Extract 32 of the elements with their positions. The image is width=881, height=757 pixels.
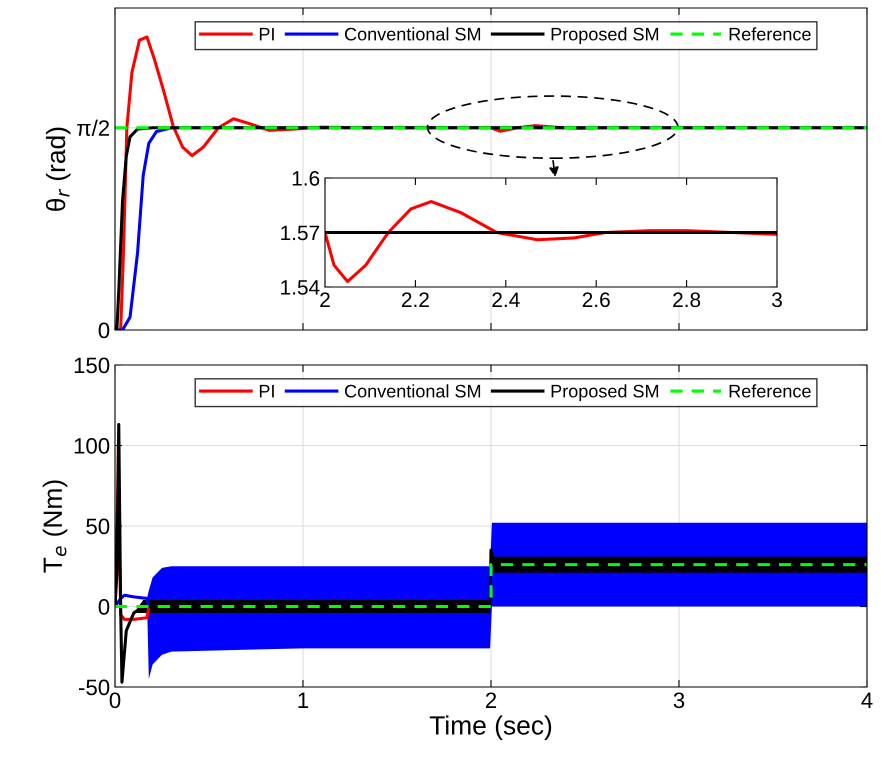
x-tick-label: 4 [861, 692, 873, 708]
x-tick-label: 2.6 [582, 292, 610, 308]
x-axis-title: Time (sec) [430, 715, 552, 740]
y-tick-label: 150 [74, 358, 110, 374]
legend-label: Conventional SM [344, 384, 480, 398]
x-tick-label: 1 [298, 692, 308, 708]
y-tick-label: -50 [79, 680, 110, 696]
y-tick-label: 100 [74, 438, 110, 454]
y-axis-title: T$_{e}$ (Nm) [42, 480, 68, 573]
y-tick-label: 1.57 [281, 226, 320, 240]
x-tick-label: 3 [772, 292, 782, 308]
legend-label: Proposed SM [552, 27, 658, 44]
x-tick-label: 3 [674, 692, 684, 708]
legend-label: Conventional SM [344, 27, 480, 41]
legend-label: PI [260, 28, 274, 40]
legend-label: Reference [730, 27, 811, 41]
x-tick-label: 2 [486, 692, 496, 708]
x-tick-label: 2.2 [402, 292, 429, 307]
y-tick-label: 1.6 [292, 171, 320, 186]
y-tick-label: 1.54 [281, 280, 320, 295]
x-tick-label: 2.4 [492, 292, 520, 307]
legend-label: Proposed SM [552, 384, 658, 402]
y-tick-label: 0 [98, 599, 110, 615]
x-tick-label: 2.8 [673, 292, 700, 308]
y-tick-label: 0 [98, 322, 110, 338]
y-tick-label: 50 [86, 518, 110, 534]
legend-label: PI [260, 384, 274, 398]
x-tick-label: 0 [110, 692, 120, 708]
y-tick-label: π/2 [77, 120, 110, 136]
x-tick-label: 2 [320, 292, 330, 307]
legend-label: Reference [730, 384, 811, 398]
y-axis-title: θ$_{r}$ (rad) [46, 128, 70, 211]
